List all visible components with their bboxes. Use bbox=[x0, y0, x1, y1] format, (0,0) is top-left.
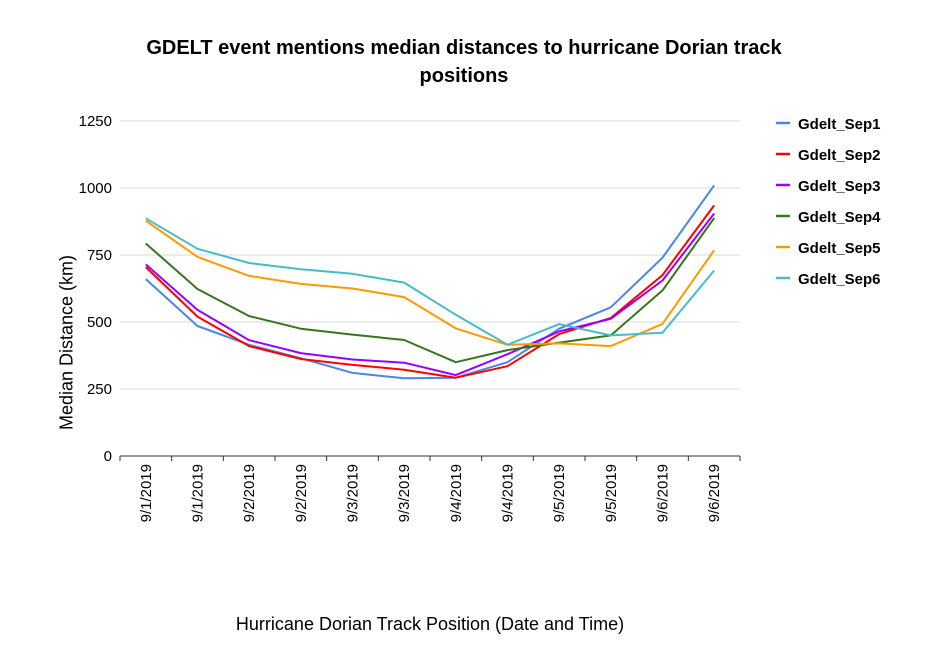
x-tick-label: 9/4/2019 bbox=[500, 464, 517, 522]
legend-label: Gdelt_Sep6 bbox=[798, 271, 881, 288]
series-line-gdelt-sep4 bbox=[145, 217, 716, 364]
chart-title-line-1: GDELT event mentions median distances to… bbox=[146, 37, 782, 59]
x-axis-title: Hurricane Dorian Track Position (Date an… bbox=[235, 614, 625, 634]
x-tick-label: 9/4/2019 bbox=[448, 464, 465, 522]
y-axis-title: Median Distance (km) bbox=[56, 254, 77, 431]
legend-label: Gdelt_Sep1 bbox=[798, 116, 881, 133]
legend-label: Gdelt_Sep2 bbox=[798, 147, 881, 164]
series-line-gdelt-sep2 bbox=[145, 204, 716, 379]
x-tick-label: 9/2/2019 bbox=[293, 464, 310, 522]
y-tick-label: 1000 bbox=[79, 180, 112, 197]
x-tick-label: 9/3/2019 bbox=[345, 464, 362, 522]
x-tick-label: 9/1/2019 bbox=[138, 464, 155, 522]
legend-label: Gdelt_Sep3 bbox=[798, 178, 881, 195]
x-tick-label: 9/6/2019 bbox=[706, 464, 723, 522]
x-tick-label: 9/2/2019 bbox=[241, 464, 258, 522]
x-tick-label: 9/5/2019 bbox=[551, 464, 568, 522]
y-tick-label: 750 bbox=[87, 247, 112, 264]
legend-label: Gdelt_Sep4 bbox=[798, 209, 881, 226]
chart-title-line-2: positions bbox=[419, 65, 509, 87]
series-line-gdelt-sep5 bbox=[145, 219, 716, 348]
x-tick-label: 9/1/2019 bbox=[190, 464, 207, 522]
x-tick-label: 9/6/2019 bbox=[655, 464, 672, 522]
x-tick-label: 9/5/2019 bbox=[603, 464, 620, 522]
y-tick-label: 250 bbox=[87, 381, 112, 398]
series-line-gdelt-sep3 bbox=[145, 212, 715, 377]
x-tick-label: 9/3/2019 bbox=[396, 464, 413, 522]
series-line-gdelt-sep1 bbox=[145, 184, 716, 380]
legend-label: Gdelt_Sep5 bbox=[798, 240, 881, 257]
y-tick-label: 500 bbox=[87, 314, 112, 331]
y-tick-label: 0 bbox=[104, 448, 112, 465]
y-tick-label: 1250 bbox=[79, 113, 112, 130]
series-line-gdelt-sep6 bbox=[145, 217, 715, 346]
